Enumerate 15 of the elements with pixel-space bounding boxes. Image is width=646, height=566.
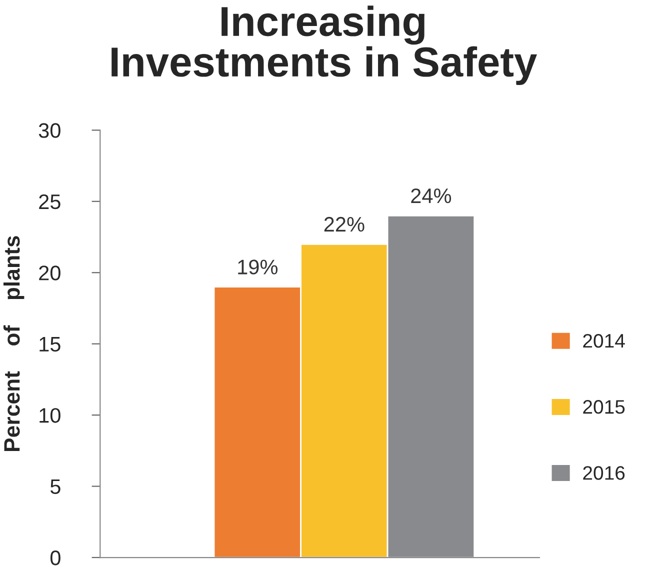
y-tick-label: 25 xyxy=(39,194,60,210)
data-label: 24% xyxy=(411,188,452,204)
chart-title: Increasing Investments in Safety xyxy=(112,6,537,86)
y-tick-label: 15 xyxy=(40,337,60,352)
y-tick-label: 30 xyxy=(38,123,60,138)
y-axis-title: Percent of plants xyxy=(3,236,24,452)
data-label: 19% xyxy=(238,260,278,274)
legend-label: 2014 xyxy=(583,334,625,348)
legend-label: 2016 xyxy=(583,466,625,480)
data-label: 22% xyxy=(324,216,364,232)
y-tick-label: 10 xyxy=(40,408,60,423)
y-tick-label: 5 xyxy=(50,480,60,494)
y-tick-label: 0 xyxy=(50,550,60,566)
y-tick-label: 20 xyxy=(39,266,60,280)
legend-label: 2015 xyxy=(583,400,625,414)
